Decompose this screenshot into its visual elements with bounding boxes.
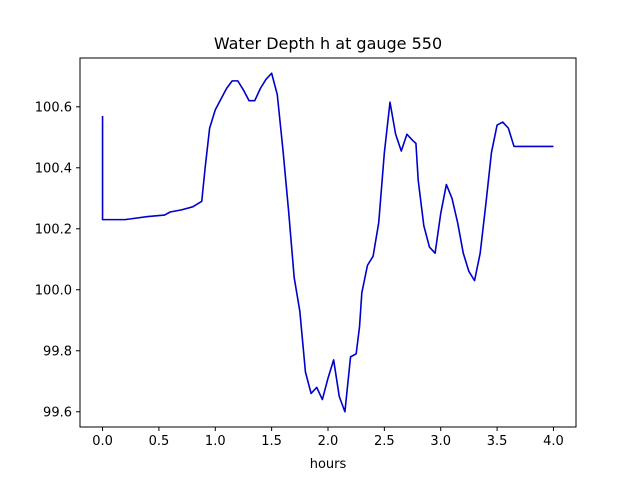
x-axis-label: hours	[310, 457, 347, 472]
y-tick-label: 100.2	[35, 222, 72, 237]
x-tick-label: 0.5	[149, 434, 170, 449]
x-tick-label: 2.5	[374, 434, 395, 449]
x-tick-label: 3.0	[430, 434, 451, 449]
x-axis: 0.0 0.5 1.0 1.5 2.0 2.5 3.0 3.5 4.0	[92, 427, 564, 449]
y-tick-label: 99.6	[43, 405, 72, 420]
plot-area	[101, 72, 554, 413]
y-tick-label: 100.0	[35, 283, 72, 298]
x-tick-label: 2.0	[318, 434, 339, 449]
x-tick-label: 1.5	[261, 434, 282, 449]
x-tick-label: 4.0	[543, 434, 564, 449]
x-tick-label: 3.5	[487, 434, 508, 449]
x-tick-label: 0.0	[92, 434, 113, 449]
y-axis: 99.6 99.8 100.0 100.2 100.4 100.6	[35, 100, 80, 420]
y-tick-label: 100.4	[35, 161, 72, 176]
chart-title: Water Depth h at gauge 550	[214, 34, 442, 53]
y-tick-label: 99.8	[43, 344, 72, 359]
x-tick-label: 1.0	[205, 434, 226, 449]
y-tick-label: 100.6	[35, 100, 72, 115]
series-line-0	[101, 72, 554, 413]
axes-frame	[79, 57, 577, 428]
